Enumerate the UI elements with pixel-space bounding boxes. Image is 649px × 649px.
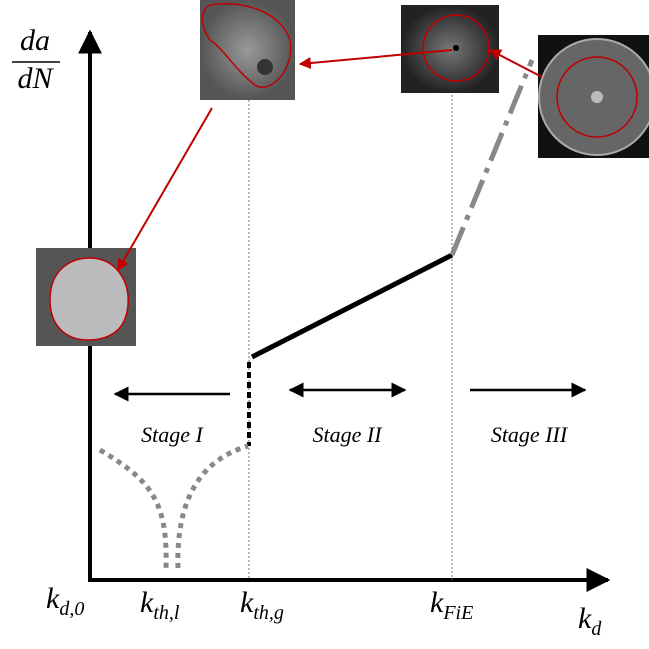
stage-i-curve	[175, 443, 249, 569]
stage-label: Stage II	[312, 422, 383, 447]
x-axis-label: kd	[578, 602, 602, 640]
fracture-image	[401, 5, 499, 93]
tick-label: kth,l	[140, 586, 180, 624]
tick-main: k	[240, 586, 254, 619]
x-axis-main: k	[578, 602, 592, 635]
fracture-image	[538, 35, 649, 158]
tick-label: kd,0	[46, 582, 84, 620]
tick-main: k	[430, 586, 444, 619]
y-axis-denominator: dN	[17, 62, 54, 95]
x-axis-sub: d	[591, 618, 602, 640]
tick-label: kth,g	[240, 586, 284, 624]
tick-sub: d,0	[59, 598, 84, 620]
fracture-image	[36, 248, 136, 346]
stage-label: Stage I	[141, 422, 204, 447]
y-axis-numerator: da	[20, 24, 50, 57]
link-arrow	[298, 49, 453, 69]
link-arrow	[488, 49, 543, 78]
stage-i-curve	[98, 447, 169, 569]
stage-ii-line	[250, 252, 454, 360]
stage-iii-line	[449, 59, 535, 256]
tick-sub: th,g	[253, 602, 284, 624]
tick-sub: th,l	[153, 602, 180, 624]
stage-label: Stage III	[491, 422, 569, 447]
fracture-image	[200, 0, 295, 100]
tick-main: k	[140, 586, 154, 619]
tick-label: kFiE	[430, 586, 473, 624]
tick-sub: FiE	[442, 602, 473, 624]
link-arrow	[117, 107, 213, 272]
tick-main: k	[46, 582, 60, 615]
